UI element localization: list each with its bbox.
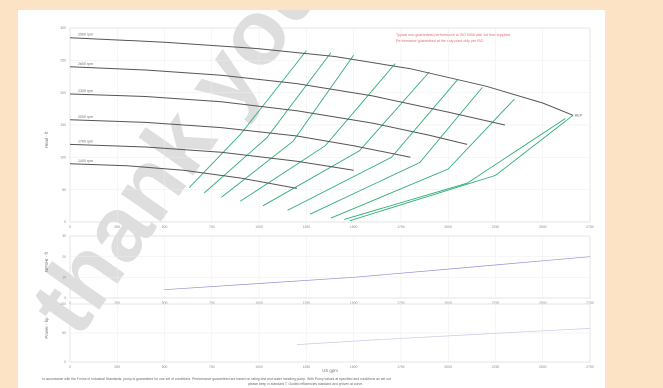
x-tick-label: 1750: [397, 365, 405, 369]
pump-curve-chart: thank you! Typical non-guaranteed perfor…: [18, 10, 594, 386]
speed-curve: [69, 163, 297, 189]
x-tick-label: 0: [69, 225, 71, 229]
x-tick-label: 250: [114, 365, 120, 369]
x-tick-label: 1500: [350, 301, 358, 305]
flow-axis-label: US gpm: [322, 368, 338, 373]
bep-label: BEP: [575, 113, 583, 117]
x-tick-label: 1500: [350, 365, 358, 369]
x-tick-label: 2750: [586, 301, 594, 305]
x-tick-label: 1000: [255, 301, 263, 305]
y-tick-label: 300: [60, 26, 66, 30]
x-tick-label: 0: [69, 301, 71, 305]
efficiency-curve: [344, 118, 566, 220]
x-tick-label: 1500: [350, 225, 358, 229]
x-tick-label: 1750: [397, 225, 405, 229]
x-tick-label: 1000: [255, 365, 263, 369]
x-tick-label: 1250: [303, 365, 311, 369]
x-tick-label: 2750: [586, 365, 594, 369]
speed-label: 2000 rpm: [78, 115, 93, 119]
x-tick-label: 2250: [492, 365, 500, 369]
y-tick-label: 100: [60, 302, 66, 306]
y-tick-label: 30: [62, 234, 66, 238]
y-tick-label: 10: [62, 276, 66, 280]
speed-label: 2300 rpm: [78, 89, 93, 93]
x-tick-label: 2250: [492, 225, 500, 229]
efficiency-curve: [204, 52, 332, 194]
head-panel: 0 250 500 750 1000 1250 1500 1750 2000 2250 2500 27…: [60, 26, 594, 229]
efficiency-curve: [309, 87, 483, 215]
speed-label: 2600 rpm: [78, 62, 93, 66]
x-tick-label: 2000: [444, 301, 452, 305]
speed-label: 1700 rpm: [78, 139, 93, 143]
x-tick-label: 1250: [303, 225, 311, 229]
x-tick-label: 2000: [444, 225, 452, 229]
y-tick-label: 200: [60, 91, 66, 95]
power-axis-label: Power - hp: [44, 317, 49, 339]
note-line-1: Typical non-guaranteed performance to IS…: [396, 33, 510, 37]
y-tick-label: 0: [64, 220, 66, 224]
x-tick-label: 2250: [492, 301, 500, 305]
x-tick-label: 750: [209, 365, 215, 369]
efficiency-curve: [349, 114, 574, 222]
x-tick-label: 1000: [255, 225, 263, 229]
x-tick-label: 2500: [539, 301, 547, 305]
y-tick-label: 250: [60, 59, 66, 63]
footnote-line-2: please keep in standard T. Guided effici…: [248, 382, 363, 386]
curve-sheet: thank you! Typical non-guaranteed perfor…: [18, 10, 605, 388]
x-tick-label: 1250: [303, 301, 311, 305]
note-line-2: Performance guaranteed at the duty point…: [396, 39, 484, 43]
x-tick-label: 500: [162, 225, 168, 229]
y-tick-label: 50: [62, 188, 66, 192]
x-tick-label: 750: [209, 225, 215, 229]
footnote-line-1: In accordance with the Forms of Industri…: [42, 377, 391, 381]
power-line: [296, 328, 591, 345]
x-tick-label: 1750: [397, 301, 405, 305]
x-tick-label: 500: [162, 301, 168, 305]
speed-label: 2900 rpm: [78, 33, 93, 37]
y-tick-label: 0: [64, 296, 66, 300]
x-tick-label: 500: [162, 365, 168, 369]
npsh-line: [164, 256, 591, 291]
speed-curve: [69, 66, 506, 126]
speed-curve: [69, 37, 574, 116]
speed-curve: [69, 119, 411, 158]
plot-frame: [69, 27, 591, 223]
efficiency-curve: [262, 71, 430, 207]
efficiency-curve: [287, 79, 458, 211]
x-tick-label: 0: [69, 365, 71, 369]
plot-frame: [69, 303, 591, 363]
y-tick-label: 100: [60, 156, 66, 160]
x-tick-label: 750: [209, 301, 215, 305]
npsh-panel: 0 250 500 750 1000 1250 1500 1750 2000 2250 2500 27…: [62, 234, 594, 305]
y-tick-label: 150: [60, 123, 66, 127]
x-tick-label: 250: [114, 225, 120, 229]
y-tick-label: 20: [62, 255, 66, 259]
npsh-axis-label: NPSHr - ft: [44, 251, 49, 272]
x-tick-label: 2750: [586, 225, 594, 229]
speed-label: 1400 rpm: [78, 159, 93, 163]
x-tick-label: 250: [114, 301, 120, 305]
plot-frame: [69, 235, 591, 299]
y-tick-label: 50: [62, 331, 66, 335]
speed-curve: [69, 93, 468, 145]
x-tick-label: 2000: [444, 365, 452, 369]
head-axis-label: Head - ft: [44, 131, 49, 149]
x-tick-label: 2500: [539, 365, 547, 369]
speed-curve: [69, 143, 354, 171]
x-tick-label: 2500: [539, 225, 547, 229]
y-tick-label: 0: [64, 360, 66, 364]
power-panel: 0 250 500 750 1000 1250 1500 1750 2000 2250 2500 27…: [60, 302, 594, 369]
efficiency-curve: [188, 50, 307, 189]
